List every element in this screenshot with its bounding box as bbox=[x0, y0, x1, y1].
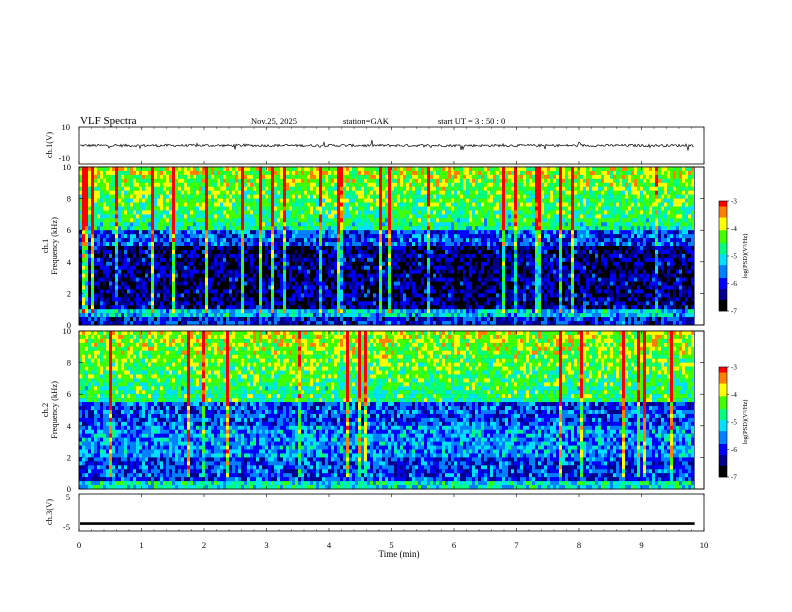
ch1-ytick-top: 10 bbox=[62, 122, 71, 132]
colorbar-tick-label: -3 bbox=[731, 364, 737, 372]
ch2-spectrogram-image bbox=[79, 331, 695, 490]
y-tick-label: 4 bbox=[67, 257, 72, 267]
colorbar-tick-label: -4 bbox=[731, 391, 737, 399]
ch2-yticks: 0 2 4 6 8 10 bbox=[63, 326, 704, 494]
y-tick-label: 0 bbox=[67, 320, 71, 330]
start-time-label: start UT = 3 : 50 : 0 bbox=[438, 116, 505, 126]
y-tick-label: 0 bbox=[67, 484, 71, 494]
ch1-channel-label: ch.1 bbox=[40, 239, 50, 253]
y-tick-label: 2 bbox=[67, 288, 71, 298]
ch1-yticks: 0 2 4 6 8 10 bbox=[63, 162, 704, 330]
ch2-spectrogram-panel: 0 2 4 6 8 10 ch.2 Frequency (kHz) bbox=[40, 326, 705, 494]
ch1-colorbar: -3 -4 -5 -6 -7 log(PSD)(V²/Hz) bbox=[718, 198, 749, 316]
y-tick-label: 8 bbox=[67, 194, 71, 204]
y-tick-label: 10 bbox=[63, 326, 72, 336]
colorbar-label: log(PSD)(V²/Hz) bbox=[742, 400, 749, 445]
y-tick-label: 6 bbox=[67, 225, 71, 235]
colorbar-tick-label: -7 bbox=[731, 474, 737, 482]
ch1-spectrogram-panel: 0 2 4 6 8 10 ch.1 Frequency (kHz) bbox=[40, 162, 705, 330]
colorbar-tick-label: -6 bbox=[731, 446, 737, 454]
x-tick-label: 4 bbox=[327, 540, 332, 550]
x-tick-label: 9 bbox=[639, 540, 643, 550]
ch1-ytick-bottom: -10 bbox=[59, 153, 70, 163]
ch1-trace bbox=[79, 140, 694, 151]
colorbar-tick-label: -5 bbox=[731, 253, 737, 261]
ch3-waveform-panel: 5 -5 ch.3(V) bbox=[44, 492, 705, 532]
x-tick-label: 0 bbox=[77, 540, 81, 550]
ch1-waveform-panel: 10 -10 ch.1(V) bbox=[44, 122, 705, 165]
x-tick-label: 2 bbox=[202, 540, 206, 550]
x-tick-label: 1 bbox=[139, 540, 143, 550]
x-tick-label: 6 bbox=[452, 540, 456, 550]
x-axis-label: Time (min) bbox=[379, 549, 420, 559]
ch3-ytick-bottom: -5 bbox=[63, 522, 70, 532]
x-tick-label: 5 bbox=[389, 540, 393, 550]
x-axis: 0 1 2 3 4 5 6 7 8 9 10 bbox=[77, 127, 708, 550]
date-label: Nov.25, 2025 bbox=[251, 116, 297, 126]
y-tick-label: 8 bbox=[67, 358, 71, 368]
x-tick-label: 10 bbox=[700, 540, 709, 550]
ch2-colorbar: -3 -4 -5 -6 -7 log(PSD)(V²/Hz) bbox=[718, 364, 749, 482]
ch1-frequency-label: Frequency (kHz) bbox=[49, 217, 59, 275]
ch3-ytick-top: 5 bbox=[66, 492, 70, 502]
y-tick-label: 4 bbox=[67, 421, 72, 431]
y-tick-label: 2 bbox=[67, 452, 71, 462]
ch2-channel-label: ch.2 bbox=[40, 403, 50, 417]
y-tick-label: 10 bbox=[63, 162, 72, 172]
ch2-frequency-label: Frequency (kHz) bbox=[49, 381, 59, 439]
figure-title: VLF Spectra bbox=[80, 115, 137, 127]
x-tick-label: 7 bbox=[514, 540, 518, 550]
colorbar-tick-label: -7 bbox=[731, 308, 737, 316]
colorbar-tick-label: -4 bbox=[731, 225, 737, 233]
colorbar-tick-label: -3 bbox=[731, 198, 737, 206]
ch1-spectrogram-image bbox=[79, 167, 695, 326]
x-tick-label: 8 bbox=[577, 540, 581, 550]
ch3-ylabel: ch.3(V) bbox=[44, 499, 54, 525]
colorbar-tick-label: -6 bbox=[731, 280, 737, 288]
x-tick-label: 3 bbox=[264, 540, 268, 550]
colorbar-label: log(PSD)(V²/Hz) bbox=[742, 234, 749, 279]
y-tick-label: 6 bbox=[67, 389, 71, 399]
colorbar-tick-label: -5 bbox=[731, 419, 737, 427]
ch1-ylabel: ch.1(V) bbox=[44, 132, 54, 158]
station-label: station=GAK bbox=[343, 116, 390, 126]
